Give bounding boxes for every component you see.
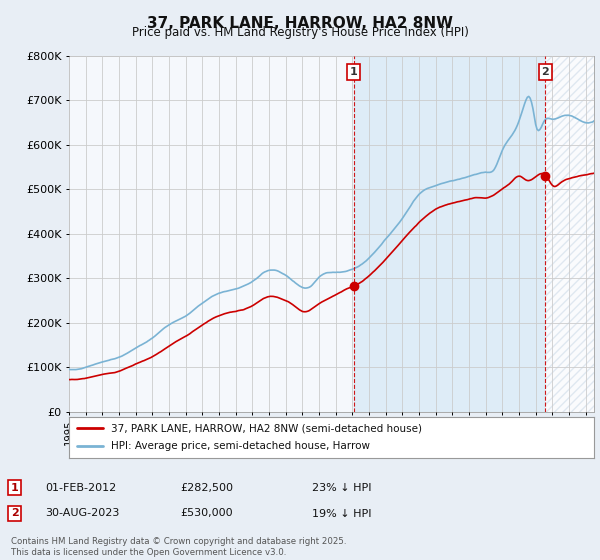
Text: 37, PARK LANE, HARROW, HA2 8NW (semi-detached house): 37, PARK LANE, HARROW, HA2 8NW (semi-det… xyxy=(111,423,422,433)
Text: Contains HM Land Registry data © Crown copyright and database right 2025.
This d: Contains HM Land Registry data © Crown c… xyxy=(11,537,346,557)
Text: 37, PARK LANE, HARROW, HA2 8NW: 37, PARK LANE, HARROW, HA2 8NW xyxy=(147,16,453,31)
Text: HPI: Average price, semi-detached house, Harrow: HPI: Average price, semi-detached house,… xyxy=(111,441,370,451)
Text: £530,000: £530,000 xyxy=(180,508,233,519)
Text: Price paid vs. HM Land Registry's House Price Index (HPI): Price paid vs. HM Land Registry's House … xyxy=(131,26,469,39)
Text: 2: 2 xyxy=(542,67,549,77)
Text: £282,500: £282,500 xyxy=(180,483,233,493)
Text: 23% ↓ HPI: 23% ↓ HPI xyxy=(312,483,371,493)
Text: 1: 1 xyxy=(350,67,358,77)
Text: 1: 1 xyxy=(11,483,19,493)
Bar xyxy=(545,56,594,412)
Bar xyxy=(545,56,594,412)
Bar xyxy=(354,56,545,412)
Text: 01-FEB-2012: 01-FEB-2012 xyxy=(45,483,116,493)
Text: 19% ↓ HPI: 19% ↓ HPI xyxy=(312,508,371,519)
Text: 30-AUG-2023: 30-AUG-2023 xyxy=(45,508,119,519)
Text: 2: 2 xyxy=(11,508,19,519)
